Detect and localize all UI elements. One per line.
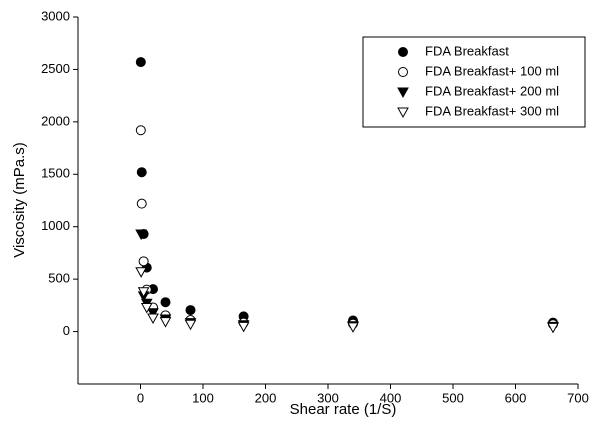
point: [140, 302, 153, 314]
x-tick-label: 100: [192, 390, 214, 405]
point: [136, 167, 147, 178]
point: [135, 267, 147, 278]
x-tick-label: 200: [255, 390, 277, 405]
x-tick-label: 0: [137, 390, 144, 405]
point: [147, 313, 159, 324]
legend-marker: [398, 67, 408, 77]
point: [159, 317, 172, 328]
point: [237, 321, 250, 333]
point: [135, 125, 146, 136]
x-tick-label: 500: [442, 390, 464, 405]
point: [185, 305, 196, 316]
y-axis-label: Viscosity (mPa.s): [11, 142, 28, 258]
y-tick-label: 1000: [41, 218, 70, 233]
legend-marker: [398, 47, 408, 57]
point: [147, 308, 159, 319]
x-tick-label: 600: [505, 390, 527, 405]
legend-label: FDA Breakfast+ 200 ml: [425, 83, 559, 98]
y-tick-label: 2500: [41, 61, 70, 76]
legend-label: FDA Breakfast+ 100 ml: [425, 63, 559, 78]
point: [136, 198, 147, 209]
legend-label: FDA Breakfast+ 300 ml: [425, 103, 559, 118]
y-tick-label: 2000: [41, 113, 70, 128]
legend-marker: [397, 107, 409, 119]
x-axis-label: Shear rate (1/S): [290, 401, 397, 418]
point: [347, 322, 359, 333]
point: [135, 57, 146, 68]
x-tick-label: 300: [317, 390, 339, 405]
point: [184, 319, 197, 331]
point: [160, 297, 171, 308]
x-tick-label: 700: [567, 390, 589, 405]
point: [138, 256, 149, 267]
legend-marker: [397, 87, 409, 99]
x-tick-label: 400: [380, 390, 402, 405]
point: [137, 287, 150, 298]
y-tick-label: 500: [48, 271, 70, 286]
point: [547, 322, 559, 334]
y-tick-label: 0: [63, 323, 70, 338]
y-tick-label: 1500: [41, 166, 70, 181]
y-tick-label: 3000: [41, 8, 70, 23]
legend-label: FDA Breakfast: [425, 43, 509, 58]
point: [135, 229, 147, 241]
